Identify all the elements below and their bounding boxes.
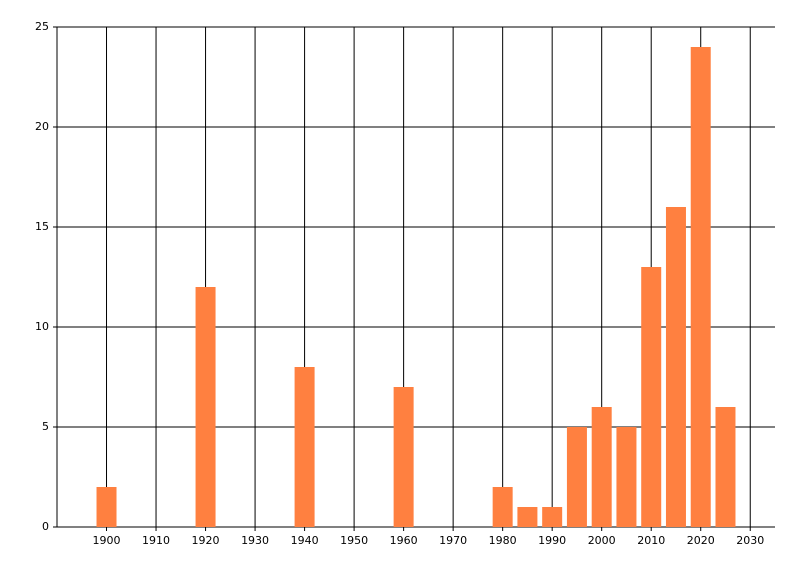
bar (690, 47, 711, 527)
x-tick-label: 1990 (538, 534, 566, 547)
y-tick-label: 10 (35, 320, 49, 333)
x-tick-label: 1930 (241, 534, 269, 547)
bar (492, 487, 513, 527)
x-tick-label: 1980 (489, 534, 517, 547)
y-tick-label: 0 (42, 520, 49, 533)
bar (195, 287, 216, 527)
x-tick-label: 1920 (192, 534, 220, 547)
y-tick-label: 15 (35, 220, 49, 233)
bar (294, 367, 315, 527)
bar (641, 267, 662, 527)
bar (96, 487, 117, 527)
bar (393, 387, 414, 527)
y-tick-label: 25 (35, 20, 49, 33)
bar (591, 407, 612, 527)
x-tick-label: 1910 (142, 534, 170, 547)
x-tick-label: 1960 (390, 534, 418, 547)
x-tick-label: 2000 (588, 534, 616, 547)
y-tick-label: 20 (35, 120, 49, 133)
x-tick-label: 1940 (291, 534, 319, 547)
bar (616, 427, 637, 527)
y-tick-label: 5 (42, 420, 49, 433)
x-tick-label: 1970 (439, 534, 467, 547)
bar (566, 427, 587, 527)
bar (542, 507, 563, 527)
x-tick-label: 1950 (340, 534, 368, 547)
x-tick-label: 2030 (736, 534, 764, 547)
bar (517, 507, 538, 527)
bar (715, 407, 736, 527)
bar (665, 207, 686, 527)
x-tick-label: 1900 (93, 534, 121, 547)
x-tick-label: 2020 (687, 534, 715, 547)
x-tick-label: 2010 (637, 534, 665, 547)
